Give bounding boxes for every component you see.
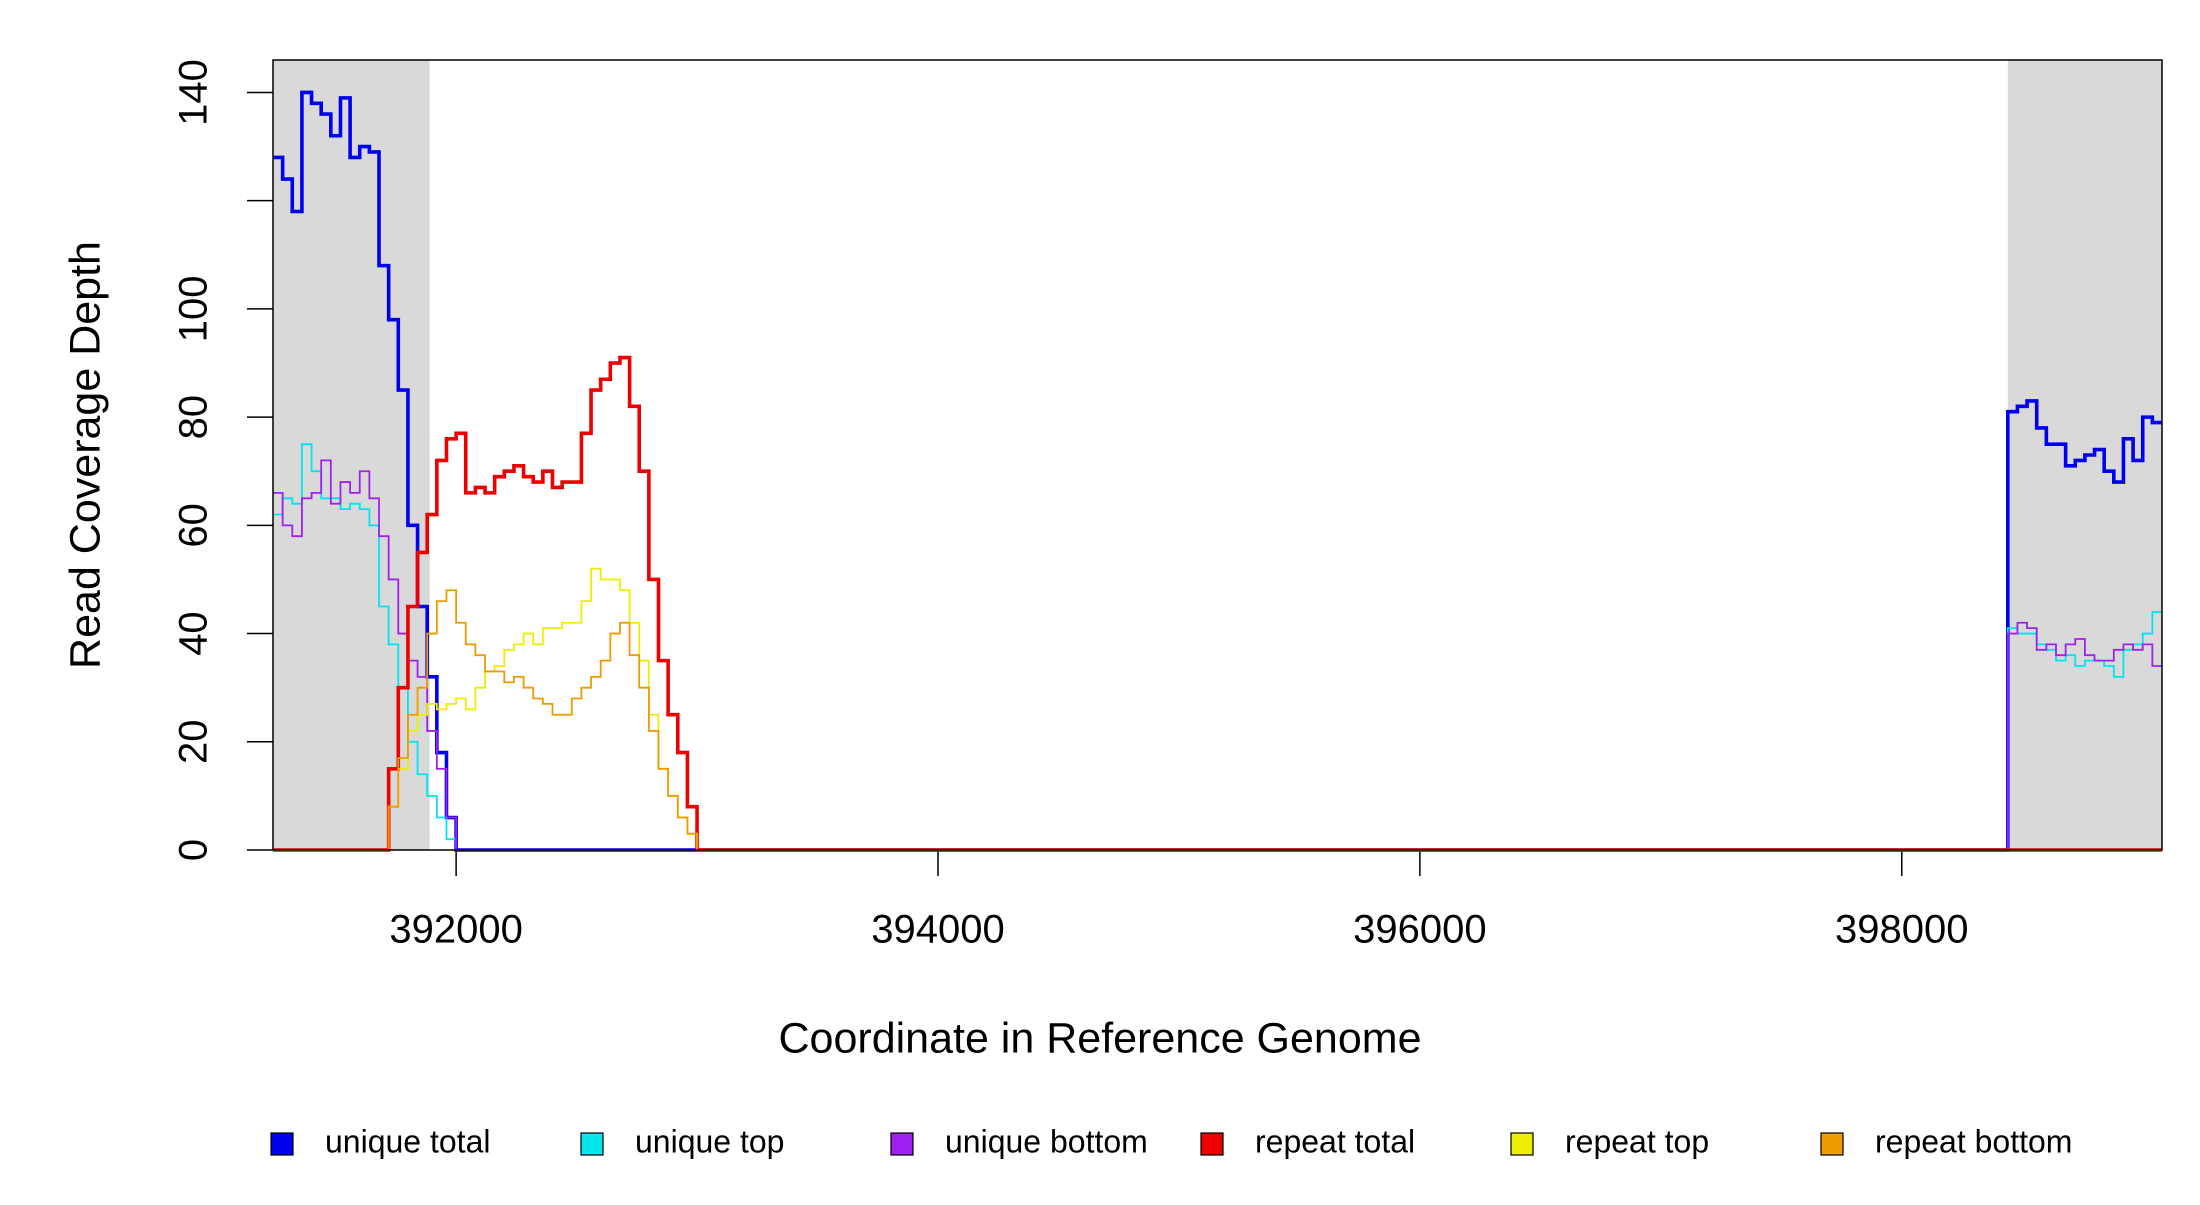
- legend-swatch: [270, 1132, 294, 1156]
- y-tick-label: 60: [172, 503, 216, 548]
- x-tick-label: 392000: [389, 908, 522, 952]
- series-line: [273, 443, 2162, 851]
- legend-label: unique top: [635, 1123, 784, 1159]
- legend-swatch: [580, 1132, 604, 1156]
- y-tick-label: 100: [172, 276, 216, 343]
- x-axis-title: Coordinate in Reference Genome: [779, 1014, 1422, 1062]
- legend-swatch: [1820, 1132, 1844, 1156]
- legend-swatch: [1510, 1132, 1534, 1156]
- series-line: [273, 355, 2162, 852]
- legend-label: repeat top: [1565, 1123, 1709, 1159]
- legend-swatch: [890, 1132, 914, 1156]
- series-line: [273, 567, 2162, 851]
- x-tick-label: 396000: [1353, 908, 1486, 952]
- legend-label: repeat bottom: [1875, 1123, 2072, 1159]
- plot-frame: [272, 59, 2163, 851]
- legend-label: repeat total: [1255, 1123, 1415, 1159]
- y-tick-label: 20: [172, 720, 216, 765]
- series-line: [273, 459, 2162, 851]
- y-tick-label: 40: [172, 611, 216, 656]
- series-line: [273, 589, 2162, 851]
- x-tick-label: 398000: [1835, 908, 1968, 952]
- legend-label: unique total: [325, 1123, 490, 1159]
- y-axis-title: Read Coverage Depth: [61, 241, 109, 669]
- legend-swatch: [1200, 1132, 1224, 1156]
- shaded-region: [273, 60, 430, 850]
- x-tick-label: 394000: [871, 908, 1004, 952]
- y-tick-label: 0: [172, 839, 216, 861]
- series-line: [273, 90, 2162, 852]
- legend-label: unique bottom: [945, 1123, 1148, 1159]
- y-tick-label: 80: [172, 395, 216, 440]
- y-tick-label: 140: [172, 59, 216, 126]
